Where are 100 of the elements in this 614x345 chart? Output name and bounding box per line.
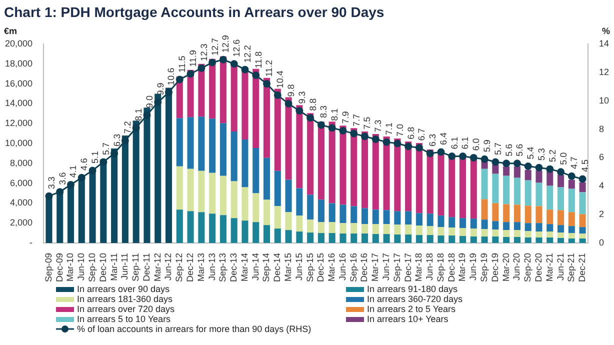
x-tick-label: Sep-16: [348, 252, 358, 282]
bar: [361, 224, 368, 234]
bar: [361, 234, 368, 243]
bar: [481, 229, 488, 237]
bar: [426, 226, 434, 236]
point: [535, 164, 543, 172]
bar: [209, 118, 216, 173]
data-label: 12.7: [210, 38, 220, 56]
x-tick-label: Sep-14: [261, 252, 272, 282]
point: [230, 60, 238, 68]
bar: [492, 236, 499, 243]
bar: [263, 200, 270, 226]
point: [219, 56, 227, 64]
data-label: 7.2: [122, 121, 133, 134]
bar: [579, 238, 586, 243]
data-label: 5.6: [514, 144, 525, 156]
bar: [383, 234, 390, 243]
y-tick-label: 8,000: [10, 158, 33, 168]
x-tick-label: Sep-15: [304, 252, 315, 282]
point: [306, 114, 314, 122]
data-label: 5.2: [547, 150, 558, 162]
point: [404, 142, 412, 150]
data-label: 7.5: [362, 116, 372, 130]
bar: [383, 224, 390, 234]
bar: [536, 206, 542, 224]
bar: [340, 204, 346, 224]
point: [557, 168, 565, 176]
x-tick-label: Mar-10: [65, 252, 76, 282]
bar: [340, 126, 346, 205]
legend-label: In arrears 5 to 10 Years: [77, 314, 171, 324]
point: [382, 138, 390, 146]
bar: [176, 166, 183, 210]
x-tick-label: Dec-20: [533, 252, 544, 282]
bar: [459, 228, 466, 236]
x-tick-label: Mar-18: [414, 252, 424, 282]
data-label: 12.6: [232, 39, 242, 57]
bar: [394, 211, 401, 225]
bar: [438, 216, 444, 228]
data-label: 6.3: [112, 134, 122, 146]
legend-label: % of loan accounts in arrears for more than 90 days (RHS): [77, 324, 312, 334]
x-tick-label: Dec-14: [272, 252, 282, 282]
x-tick-label: Mar-11: [108, 252, 119, 281]
y-tick-label: 12,000: [4, 118, 33, 128]
bar: [263, 158, 270, 200]
x-tick-label: Dec-17: [402, 252, 413, 282]
point: [241, 66, 249, 74]
point: [361, 132, 369, 140]
bar: [514, 230, 520, 238]
bar: [318, 122, 324, 200]
bar: [372, 234, 379, 243]
point: [208, 58, 216, 66]
x-tick-label: Dec-21: [577, 252, 588, 282]
data-label: 11.2: [264, 60, 274, 77]
bar: [558, 238, 564, 243]
point: [143, 111, 151, 119]
bar: [579, 182, 586, 192]
bar: [111, 148, 118, 243]
bar: [546, 224, 554, 232]
data-label: 4.1: [68, 165, 78, 178]
data-label: 5.6: [504, 144, 514, 156]
bar: [274, 228, 281, 243]
data-label: 12.2: [242, 45, 252, 63]
chart-title: Chart 1: PDH Mortgage Accounts in Arrears over 90 Days: [3, 3, 386, 22]
bar: [524, 206, 532, 224]
bar: [405, 142, 412, 212]
bar: [514, 237, 520, 243]
bar: [546, 238, 554, 243]
data-label: 3.6: [57, 172, 68, 185]
bar: [503, 237, 510, 243]
bar: [318, 200, 324, 222]
bar: [524, 238, 532, 243]
bar: [558, 174, 564, 188]
y2-tick-label: 10: [598, 95, 610, 106]
data-label: 4.6: [79, 158, 90, 171]
data-label: 6.1: [449, 136, 460, 150]
bar: [448, 236, 456, 243]
point: [394, 140, 402, 148]
bar: [296, 188, 303, 216]
x-tick-label: Jun-15: [294, 252, 304, 281]
bar: [481, 168, 488, 200]
x-tick-label: Sep-09: [43, 252, 54, 282]
bar: [318, 222, 324, 234]
bar: [405, 211, 412, 225]
bar: [187, 117, 194, 169]
bar: [328, 233, 336, 243]
y-tick-label: 4,000: [10, 198, 33, 208]
bar: [328, 122, 336, 204]
data-label: 5.1: [90, 150, 100, 164]
data-label: 10.6: [166, 68, 176, 86]
x-tick-label: Mar-20: [500, 252, 511, 282]
bar: [481, 220, 488, 230]
data-label: 5.3: [536, 148, 546, 161]
bar: [220, 176, 226, 216]
bar: [558, 210, 564, 226]
bar: [198, 116, 205, 171]
bar: [426, 235, 434, 243]
point: [426, 150, 434, 158]
data-label: 5.7: [492, 142, 503, 155]
bar: [503, 230, 510, 238]
y-tick-label: 10,000: [4, 138, 33, 148]
